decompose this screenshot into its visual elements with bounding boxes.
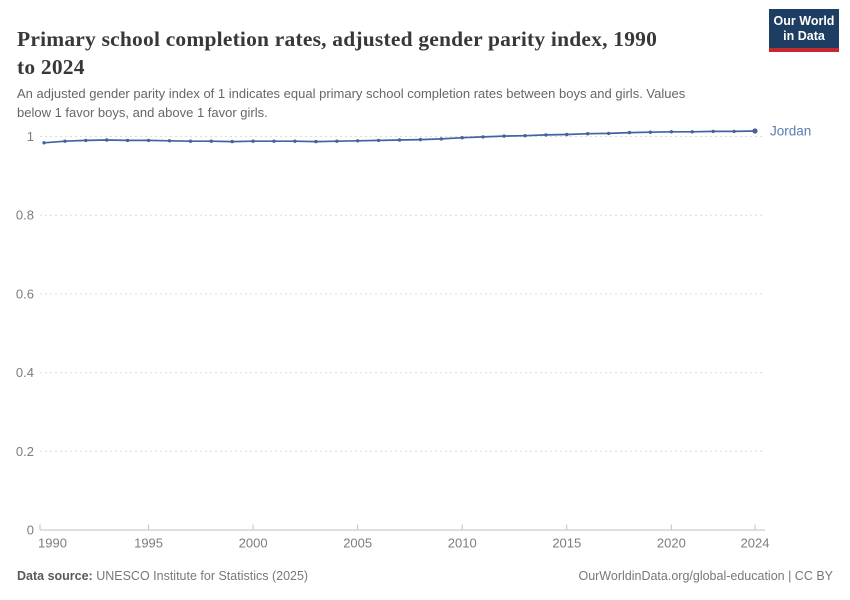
- data-point: [523, 134, 527, 138]
- data-point: [502, 134, 506, 138]
- data-source-text: UNESCO Institute for Statistics (2025): [92, 569, 309, 583]
- y-axis-label: 0.8: [16, 208, 34, 223]
- data-point: [732, 129, 736, 134]
- x-axis-label: 2010: [448, 536, 477, 551]
- data-point: [627, 130, 632, 135]
- x-axis-label: 2005: [343, 536, 372, 551]
- page-title-line1: Primary school completion rates, adjuste…: [17, 27, 658, 52]
- chart-footer: Data source: UNESCO Institute for Statis…: [0, 569, 850, 589]
- data-point: [481, 135, 485, 139]
- owid-logo: Our World in Data: [769, 9, 839, 52]
- data-point: [356, 139, 360, 143]
- data-point: [314, 139, 318, 144]
- data-point: [146, 138, 151, 143]
- series-end-label: Jordan: [770, 123, 811, 138]
- data-point: [418, 137, 423, 142]
- data-point: [690, 130, 694, 134]
- y-axis-label: 0: [27, 523, 34, 538]
- data-source-label: Data source:: [17, 569, 93, 583]
- data-source-note: Data source: UNESCO Institute for Statis…: [17, 569, 308, 583]
- data-point: [230, 139, 234, 144]
- owid-logo-line1: Our World: [773, 13, 835, 28]
- data-point: [63, 139, 67, 143]
- data-point: [586, 132, 590, 136]
- data-point: [105, 138, 109, 142]
- data-point: [669, 130, 674, 134]
- data-point: [251, 139, 255, 143]
- data-point: [606, 131, 611, 136]
- y-axis-label: 0.2: [16, 444, 34, 459]
- chart-subtitle: An adjusted gender parity index of 1 ind…: [17, 84, 817, 122]
- license-note: OurWorldinData.org/global-education | CC…: [578, 569, 833, 583]
- data-point: [335, 139, 339, 143]
- data-point: [209, 139, 213, 143]
- x-axis-label: 2020: [657, 536, 686, 551]
- data-point: [188, 139, 193, 143]
- data-point: [752, 128, 758, 134]
- data-point: [397, 138, 402, 142]
- data-point: [272, 139, 276, 143]
- y-axis-label: 0.6: [16, 286, 34, 301]
- data-point: [439, 137, 443, 141]
- data-point: [125, 138, 130, 143]
- chart-subtitle-line1: An adjusted gender parity index of 1 ind…: [17, 86, 686, 101]
- page-title: Primary school completion rates, adjuste…: [17, 25, 762, 81]
- x-axis-label: 1995: [134, 536, 163, 551]
- chart-subtitle-line2: below 1 favor boys, and above 1 favor gi…: [17, 105, 268, 120]
- data-point: [648, 130, 653, 134]
- data-point: [565, 132, 569, 137]
- y-axis-label: 0.4: [16, 365, 34, 380]
- data-point: [711, 129, 715, 134]
- data-point: [84, 138, 88, 143]
- x-axis-label: 2000: [239, 536, 268, 551]
- data-point: [293, 139, 297, 143]
- page-title-line2: to 2024: [17, 55, 85, 80]
- x-axis-label: 1990: [38, 536, 67, 551]
- x-axis-label: 2024: [741, 536, 770, 551]
- y-axis-label: 1: [27, 129, 34, 144]
- data-point: [544, 133, 548, 137]
- x-axis-label: 2015: [552, 536, 581, 551]
- data-point: [167, 139, 172, 143]
- data-point: [42, 141, 46, 145]
- data-point: [376, 138, 381, 143]
- data-point: [460, 136, 464, 140]
- owid-logo-line2: in Data: [783, 28, 825, 43]
